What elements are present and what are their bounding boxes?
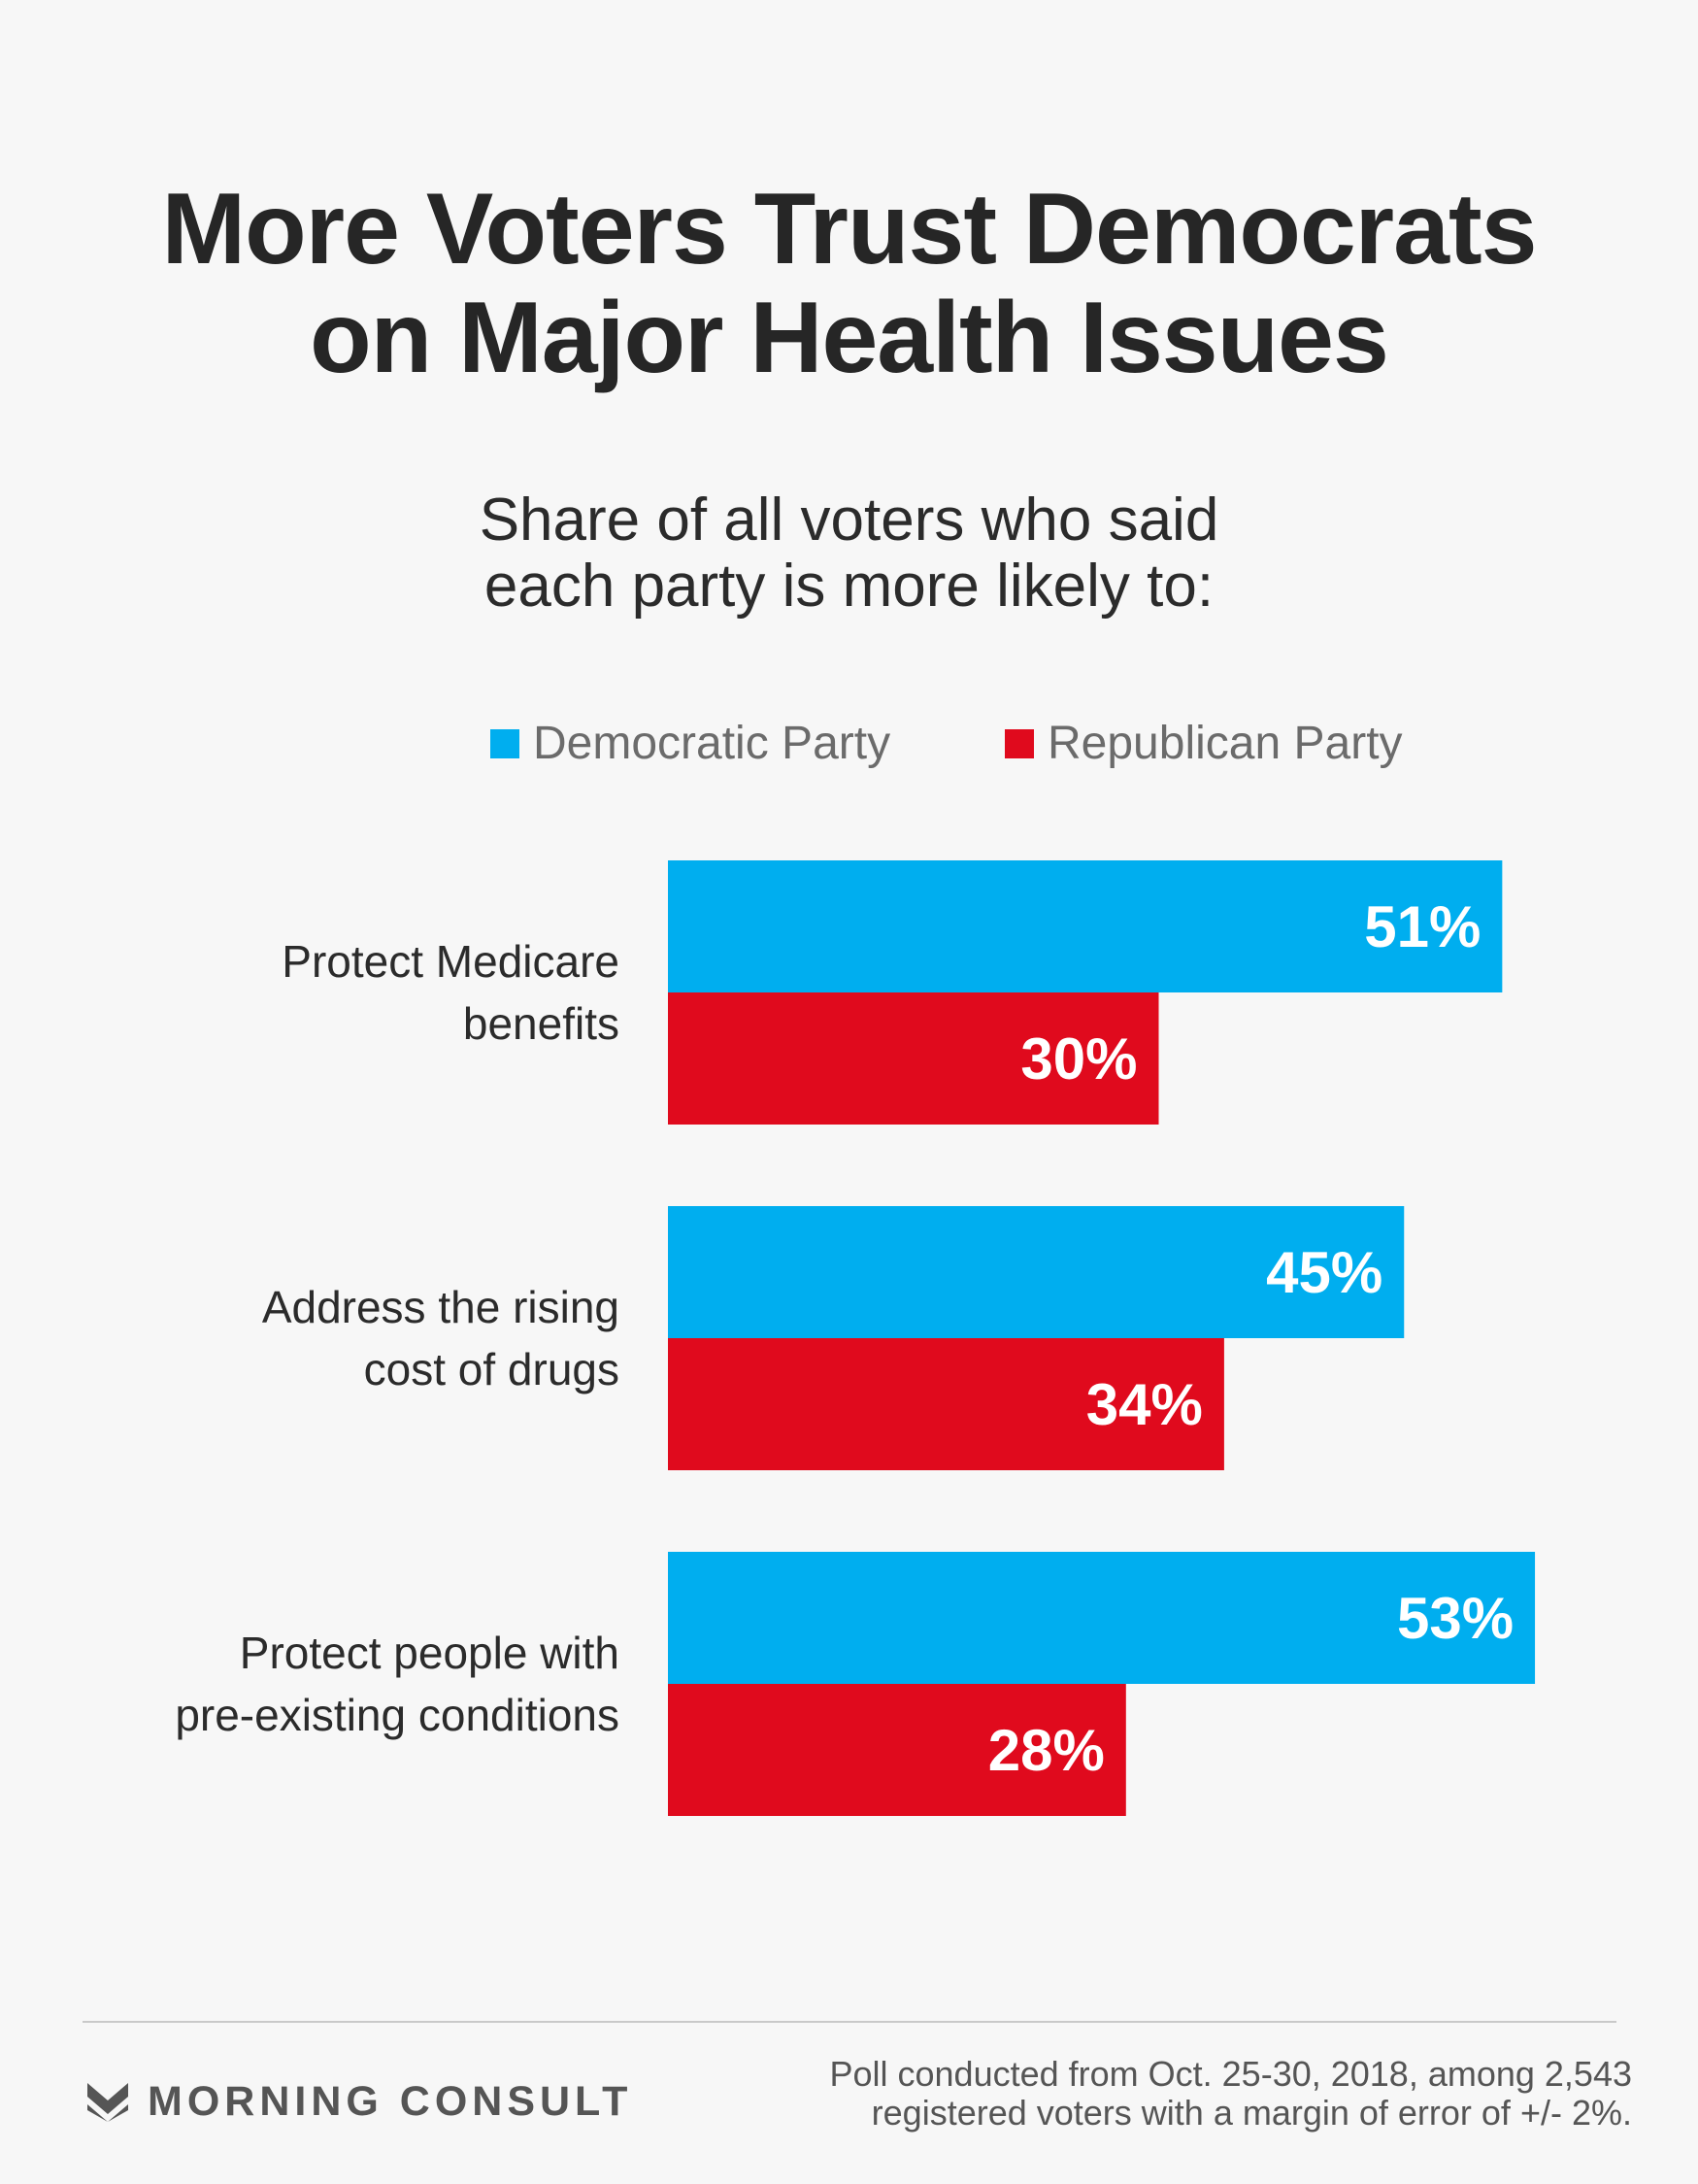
category-label: Protect people with pre-existing conditio… bbox=[175, 1628, 619, 1740]
bar-democratic bbox=[668, 1206, 1405, 1338]
chart-title-line-2: on Major Health Issues bbox=[310, 282, 1389, 394]
legend-item-democratic: Democratic Party bbox=[490, 717, 890, 770]
brand-logo: MORNING CONSULT bbox=[87, 2078, 632, 2126]
category-label-line: Protect people with bbox=[240, 1628, 619, 1678]
legend-label-democratic: Democratic Party bbox=[533, 718, 891, 769]
category-label-line: Protect Medicare bbox=[282, 936, 619, 987]
category-label: Address the rising cost of drugs bbox=[262, 1282, 619, 1394]
chart-subtitle-line-1: Share of all voters who said bbox=[479, 487, 1219, 554]
brand-name: MORNING CONSULT bbox=[148, 2078, 633, 2125]
data-label-democratic: 53% bbox=[1397, 1586, 1514, 1651]
category-label-line: benefits bbox=[463, 998, 619, 1049]
methodology-note-line-1: Poll conducted from Oct. 25-30, 2018, am… bbox=[829, 2054, 1632, 2094]
legend-swatch-republican bbox=[1005, 728, 1034, 758]
category-label-line: pre-existing conditions bbox=[175, 1690, 619, 1740]
chart-title-line-1: More Voters Trust Democrats bbox=[161, 173, 1538, 286]
methodology-note: Poll conducted from Oct. 25-30, 2018, am… bbox=[758, 2055, 1632, 2133]
footer-divider bbox=[83, 2021, 1616, 2023]
bar-republican bbox=[668, 1338, 1224, 1470]
chart-legend: Democratic Party Republican Party bbox=[0, 717, 1698, 771]
methodology-note-line-2: registered voters with a margin of error… bbox=[871, 2093, 1632, 2133]
legend-item-republican: Republican Party bbox=[1005, 717, 1403, 770]
data-label-democratic: 45% bbox=[1266, 1240, 1382, 1305]
category-label: Protect Medicare benefits bbox=[282, 936, 619, 1049]
category-label-line: Address the rising bbox=[262, 1282, 619, 1332]
legend-label-republican: Republican Party bbox=[1048, 718, 1403, 769]
data-label-republican: 34% bbox=[1086, 1372, 1203, 1437]
chart-subtitle: Share of all voters who said each party … bbox=[0, 487, 1698, 620]
morning-consult-logo-icon bbox=[87, 2082, 128, 2122]
chart-title: More Voters Trust Democrats on Major Hea… bbox=[0, 175, 1698, 392]
bar-republican bbox=[668, 1684, 1126, 1816]
category-label-line: cost of drugs bbox=[364, 1344, 619, 1394]
bar-democratic bbox=[668, 860, 1503, 992]
data-label-republican: 28% bbox=[988, 1718, 1105, 1783]
data-label-democratic: 51% bbox=[1364, 894, 1481, 959]
bar-republican bbox=[668, 992, 1159, 1125]
bar-democratic bbox=[668, 1552, 1536, 1684]
chart-subtitle-line-2: each party is more likely to: bbox=[483, 553, 1215, 620]
data-label-republican: 30% bbox=[1020, 1026, 1137, 1092]
legend-swatch-democratic bbox=[490, 728, 519, 758]
